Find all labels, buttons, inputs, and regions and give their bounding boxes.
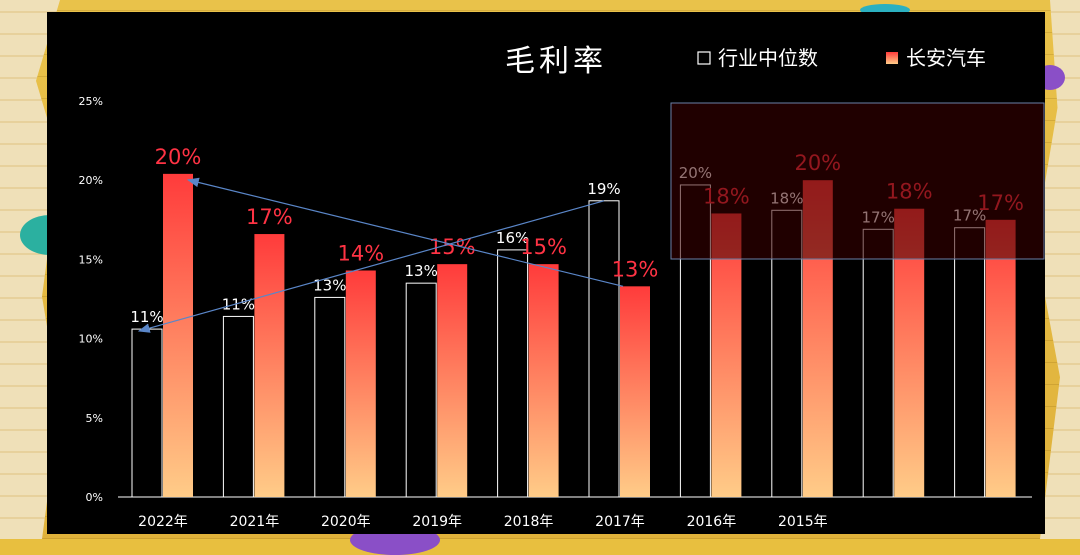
y-tick-label: 25% xyxy=(79,95,103,108)
x-tick-label: 2020年 xyxy=(321,514,371,530)
bar-industry xyxy=(222,315,254,498)
legend-label-changan: 长安汽车 xyxy=(906,46,986,70)
data-label-industry: 16% xyxy=(496,229,529,247)
data-label-changan: 20% xyxy=(155,145,202,169)
data-label-changan: 14% xyxy=(337,241,384,265)
legend: 行业中位数 长安汽车 xyxy=(697,46,986,70)
bar-industry xyxy=(862,228,894,498)
bar-changan xyxy=(985,219,1016,498)
bar-changan xyxy=(437,264,468,497)
chart-svg: 毛利率 行业中位数 长安汽车 0% 5% 10% 15% 20% 25% 11% 20% 11… xyxy=(79,44,1045,530)
data-label-industry: 11% xyxy=(222,295,255,313)
data-label-changan: 15% xyxy=(520,235,567,259)
bar-changan xyxy=(163,173,193,497)
data-label-industry: 11% xyxy=(130,308,163,326)
x-tick-label: 2015年 xyxy=(778,514,828,530)
bar-industry xyxy=(314,296,346,498)
y-tick-label: 20% xyxy=(79,174,103,187)
data-label-changan: 17% xyxy=(246,205,293,229)
bar-industry xyxy=(405,282,437,498)
bar-changan xyxy=(620,286,650,497)
bar-changan xyxy=(528,264,559,497)
x-tick-label: 2017年 xyxy=(595,514,645,530)
bar-changan xyxy=(711,213,742,498)
legend-swatch-changan xyxy=(886,52,898,64)
data-label-changan: 13% xyxy=(612,257,659,281)
data-label-industry: 13% xyxy=(313,276,346,294)
data-label-industry: 13% xyxy=(405,262,438,280)
x-tick-label: 2022年 xyxy=(138,514,188,530)
bar-industry xyxy=(954,227,986,498)
highlight-overlay xyxy=(670,102,1045,260)
y-tick-label: 15% xyxy=(79,253,103,266)
y-tick-label: 5% xyxy=(86,412,103,425)
x-tick-label: 2021年 xyxy=(230,514,280,530)
bar-changan xyxy=(345,270,376,497)
trend-arrow-changan xyxy=(186,177,624,287)
legend-swatch-industry xyxy=(697,51,711,65)
y-tick-label: 10% xyxy=(79,333,103,346)
x-tick-label: 2019年 xyxy=(412,514,462,530)
legend-label-industry: 行业中位数 xyxy=(718,46,818,70)
chart-title: 毛利率 xyxy=(505,44,607,79)
x-tick-label: 2016年 xyxy=(687,514,737,530)
bar-industry xyxy=(497,249,529,498)
trend-arrow-industry xyxy=(137,200,605,333)
data-label-industry: 19% xyxy=(587,180,620,198)
bar-industry xyxy=(588,200,620,498)
x-tick-label: 2018年 xyxy=(504,514,554,530)
bar-industry xyxy=(131,328,163,498)
bar-changan xyxy=(254,234,285,497)
y-tick-label: 0% xyxy=(86,491,103,504)
